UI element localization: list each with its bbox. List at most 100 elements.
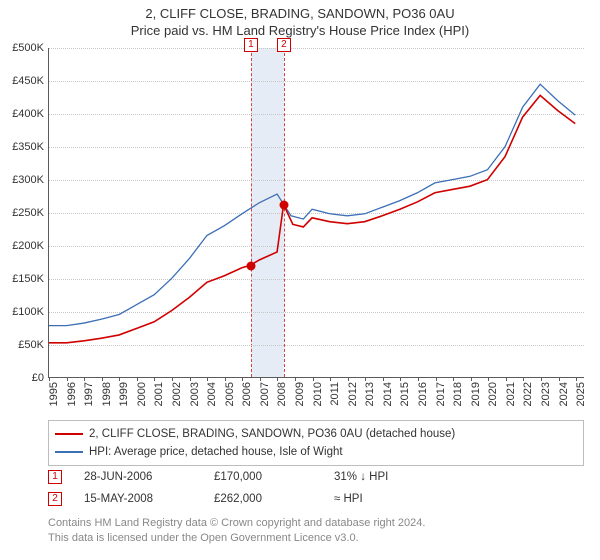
x-label: 2020 [487,382,499,406]
y-label: £100K [12,306,44,318]
legend-swatch-property [55,433,83,435]
x-label: 2016 [417,382,429,406]
chart-area: 12 £0£50K£100K£150K£200K£250K£300K£350K£… [48,48,584,378]
chart-marker-box: 1 [244,38,258,52]
sale-dot [279,201,288,210]
y-label: £200K [12,240,44,252]
series-hpi [49,84,575,325]
x-tick [172,377,173,381]
x-tick [436,377,437,381]
x-tick [49,377,50,381]
sale-marker-2: 2 [48,492,62,506]
sale-date-2: 15-MAY-2008 [84,493,214,505]
x-tick [242,377,243,381]
x-label: 2024 [558,382,570,406]
credits-line2: This data is licensed under the Open Gov… [48,531,425,546]
sale-hpi-2: ≈ HPI [334,493,474,505]
y-label: £250K [12,207,44,219]
x-label: 2019 [470,382,482,406]
x-label: 2008 [276,382,288,406]
x-tick [102,377,103,381]
x-tick [67,377,68,381]
line-layer [49,48,584,377]
title-block: 2, CLIFF CLOSE, BRADING, SANDOWN, PO36 0… [0,0,600,38]
x-label: 2018 [452,382,464,406]
x-label: 2001 [153,382,165,406]
x-tick [576,377,577,381]
y-label: £50K [18,339,44,351]
x-tick [277,377,278,381]
sales-table: 1 28-JUN-2006 £170,000 31% ↓ HPI 2 15-MA… [48,466,474,510]
title-subtitle: Price paid vs. HM Land Registry's House … [0,23,600,38]
x-tick [506,377,507,381]
sale-price-2: £262,000 [214,493,334,505]
x-label: 2009 [294,382,306,406]
x-label: 2015 [399,382,411,406]
legend: 2, CLIFF CLOSE, BRADING, SANDOWN, PO36 0… [48,420,584,466]
legend-swatch-hpi [55,451,83,453]
y-label: £150K [12,273,44,285]
x-label: 2025 [575,382,587,406]
chart-marker-box: 2 [277,38,291,52]
x-tick [453,377,454,381]
x-label: 2010 [312,382,324,406]
x-tick [313,377,314,381]
credits: Contains HM Land Registry data © Crown c… [48,516,425,546]
series-property [49,95,575,342]
x-label: 2002 [171,382,183,406]
x-tick [559,377,560,381]
x-label: 2005 [224,382,236,406]
x-tick [295,377,296,381]
x-tick [260,377,261,381]
y-label: £300K [12,174,44,186]
legend-label-property: 2, CLIFF CLOSE, BRADING, SANDOWN, PO36 0… [89,428,455,440]
y-label: £500K [12,42,44,54]
credits-line1: Contains HM Land Registry data © Crown c… [48,516,425,531]
x-tick [190,377,191,381]
x-label: 2004 [206,382,218,406]
x-label: 1995 [48,382,60,406]
x-tick [523,377,524,381]
x-label: 2014 [382,382,394,406]
x-label: 2023 [540,382,552,406]
x-tick [84,377,85,381]
x-tick [365,377,366,381]
sale-row-1: 1 28-JUN-2006 £170,000 31% ↓ HPI [48,466,474,488]
x-tick [207,377,208,381]
sale-price-1: £170,000 [214,471,334,483]
y-label: £350K [12,141,44,153]
x-label: 1997 [83,382,95,406]
sale-date-1: 28-JUN-2006 [84,471,214,483]
chart-container: 2, CLIFF CLOSE, BRADING, SANDOWN, PO36 0… [0,0,600,560]
x-label: 2000 [136,382,148,406]
x-label: 1999 [118,382,130,406]
title-address: 2, CLIFF CLOSE, BRADING, SANDOWN, PO36 0… [0,6,600,21]
x-label: 1998 [101,382,113,406]
sale-hpi-1: 31% ↓ HPI [334,471,474,483]
x-tick [471,377,472,381]
x-label: 2003 [189,382,201,406]
legend-item-property: 2, CLIFF CLOSE, BRADING, SANDOWN, PO36 0… [55,425,577,443]
legend-label-hpi: HPI: Average price, detached house, Isle… [89,446,343,458]
legend-item-hpi: HPI: Average price, detached house, Isle… [55,443,577,461]
x-tick [541,377,542,381]
x-tick [400,377,401,381]
sale-dot [246,261,255,270]
x-label: 1996 [66,382,78,406]
x-label: 2013 [364,382,376,406]
x-label: 2006 [241,382,253,406]
y-label: £450K [12,75,44,87]
x-label: 2007 [259,382,271,406]
x-tick [383,377,384,381]
x-label: 2011 [329,382,341,406]
x-tick [418,377,419,381]
y-label: £400K [12,108,44,120]
x-label: 2021 [505,382,517,406]
sale-marker-1: 1 [48,470,62,484]
x-tick [330,377,331,381]
x-tick [488,377,489,381]
x-tick [137,377,138,381]
x-label: 2022 [522,382,534,406]
plot-region: 12 [48,48,584,378]
x-tick [119,377,120,381]
